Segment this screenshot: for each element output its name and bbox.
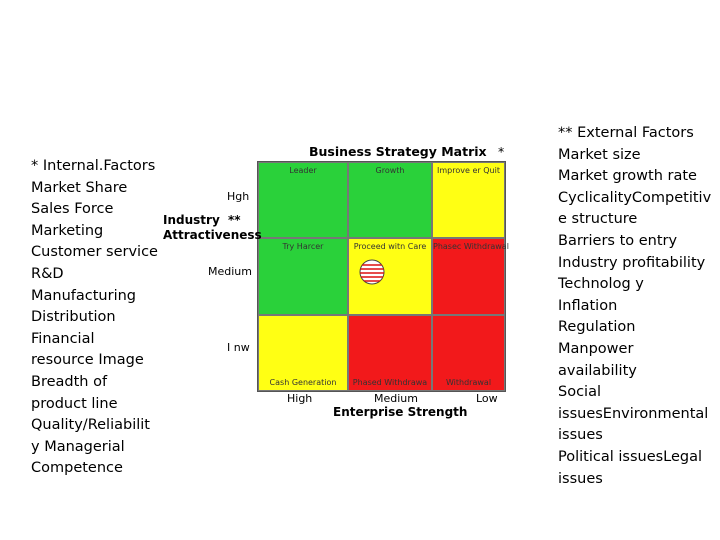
external-line: Regulation — [558, 319, 636, 336]
matrix-cell: Phasec Withdrawal — [432, 238, 509, 315]
external-line: Barriers to entry — [558, 232, 678, 249]
internal-line: Sales Force — [31, 201, 114, 218]
external-line: Social — [558, 384, 601, 401]
matrix-cell: Leader — [258, 162, 348, 238]
external-line: Market size — [558, 146, 641, 163]
external-line: Inflation — [558, 297, 618, 314]
x-tick-low: Low — [476, 392, 498, 405]
y-axis-title-line1: Industry — [163, 213, 220, 227]
internal-line: product line — [31, 395, 118, 412]
matrix-cell-label: Leader — [289, 166, 317, 175]
matrix-cell: Cash Generation — [258, 315, 348, 391]
y-axis-marker: ** — [228, 213, 241, 227]
x-tick-high: High — [287, 392, 313, 405]
matrix-cell: Try Harcer — [258, 238, 348, 315]
matrix-cell-label: Cash Generation — [269, 378, 337, 387]
matrix-cell: Improve er Quit — [432, 162, 505, 238]
matrix-cell: Withdrawal — [432, 315, 505, 391]
internal-line: Quality/Reliabilit — [31, 417, 150, 434]
internal-line: Market Share — [31, 179, 128, 196]
external-line: Industry profitability — [558, 254, 706, 271]
matrix-cell-label: Try Harcer — [282, 242, 324, 251]
matrix-cell-label: Improve er Quit — [437, 166, 500, 175]
y-tick-medium: Medium — [208, 265, 252, 278]
y-axis-title-line2: Attractiveness — [163, 228, 262, 242]
internal-line: Breadth of — [31, 373, 108, 390]
internal-line: resource Image — [31, 352, 144, 369]
external-line: CyclicalityCompetitiv — [558, 189, 712, 206]
internal-line: Customer service — [31, 244, 158, 261]
matrix-cell-label: Proceed witn Care — [353, 242, 427, 251]
internal-factors-list: * Internal.Factors Market Share Sales Forc… — [31, 156, 161, 480]
matrix-cell-label: Withdrawal — [445, 378, 492, 387]
matrix-title: Business Strategy Matrix — [309, 144, 487, 159]
external-line: Political issuesLegal — [558, 448, 703, 465]
matrix-title-marker: * — [498, 144, 505, 159]
matrix-cell-label: Phased Withdrawa — [352, 378, 428, 387]
external-line: Market growth rate — [558, 168, 697, 185]
external-factors-list: ** External Factors Market size Market gro… — [558, 123, 716, 490]
strategy-matrix-grid: Leader Growth Improve er Quit Try Harcer Pro… — [257, 161, 509, 392]
y-tick-high: Hgh — [227, 190, 250, 203]
matrix-cell: Growth — [348, 162, 432, 238]
external-line: issues — [558, 427, 603, 444]
matrix-cell: Phased Withdrawa — [348, 315, 432, 391]
matrix-cell-label: Phasec Withdrawal — [433, 242, 509, 251]
external-line: Technolog y — [558, 276, 644, 293]
y-tick-low: I nw — [227, 341, 250, 354]
internal-line: * Internal.Factors — [31, 158, 156, 174]
internal-line: Marketing — [31, 222, 104, 239]
external-line: availability — [558, 362, 637, 379]
internal-line: Distribution — [31, 309, 116, 326]
x-axis-title: Enterprise Strength — [333, 405, 468, 419]
striped-circle-icon — [359, 259, 385, 285]
external-line: e structure — [558, 211, 638, 228]
external-line: issuesEnvironmental — [558, 405, 709, 422]
y-axis-title: Industry Attractiveness — [163, 213, 262, 243]
external-line: Manpower — [558, 340, 634, 357]
external-line: issues — [558, 470, 603, 487]
internal-line: R&D — [31, 265, 64, 282]
x-tick-medium: Medium — [374, 392, 418, 405]
internal-line: Financial — [31, 330, 95, 347]
external-line: ** External Factors — [558, 125, 694, 141]
internal-line: y Managerial — [31, 438, 125, 455]
matrix-cell-label: Growth — [375, 166, 405, 175]
internal-line: Manufacturing — [31, 287, 136, 304]
internal-line: Competence — [31, 460, 123, 477]
